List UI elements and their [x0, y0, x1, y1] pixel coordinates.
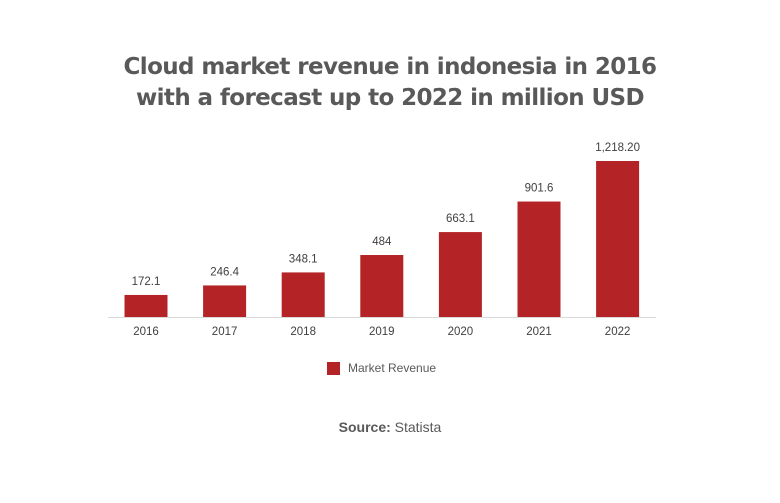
chart-title-line-1: Cloud market revenue in indonesia in 201… [123, 54, 658, 80]
data-label: 901.6 [525, 183, 554, 195]
x-tick-label: 2018 [290, 326, 316, 338]
data-label: 484 [372, 236, 392, 248]
legend-swatch [327, 361, 340, 375]
chart-title: Cloud market revenue in indonesia in 201… [0, 52, 780, 114]
bar-2021 [517, 201, 561, 317]
x-tick-label: 2017 [212, 326, 238, 338]
source-value: Statista [394, 419, 442, 435]
source-note: Source: Statista [0, 419, 780, 435]
data-label: 348.1 [289, 253, 318, 265]
bar-2017 [203, 285, 247, 317]
source-label: Source: [338, 419, 391, 435]
x-tick-label: 2022 [605, 326, 631, 338]
bar-2016 [124, 294, 168, 317]
data-label: 663.1 [446, 213, 475, 225]
x-tick-label: 2020 [448, 326, 474, 338]
bar-2019 [360, 255, 404, 317]
x-tick-label: 2016 [133, 326, 159, 338]
bar-2022 [596, 161, 640, 317]
data-label: 172.1 [132, 276, 161, 288]
legend-label: Market Revenue [348, 361, 437, 375]
x-tick-label: 2021 [526, 326, 552, 338]
data-label: 246.4 [210, 266, 239, 278]
bar-2018 [281, 272, 325, 317]
legend: Market Revenue [327, 361, 436, 375]
bar-2020 [438, 232, 482, 317]
chart-title-line-2: with a forecast up to 2022 in million US… [136, 85, 645, 111]
x-tick-label: 2019 [369, 326, 395, 338]
data-label: 1,218.20 [595, 142, 640, 154]
